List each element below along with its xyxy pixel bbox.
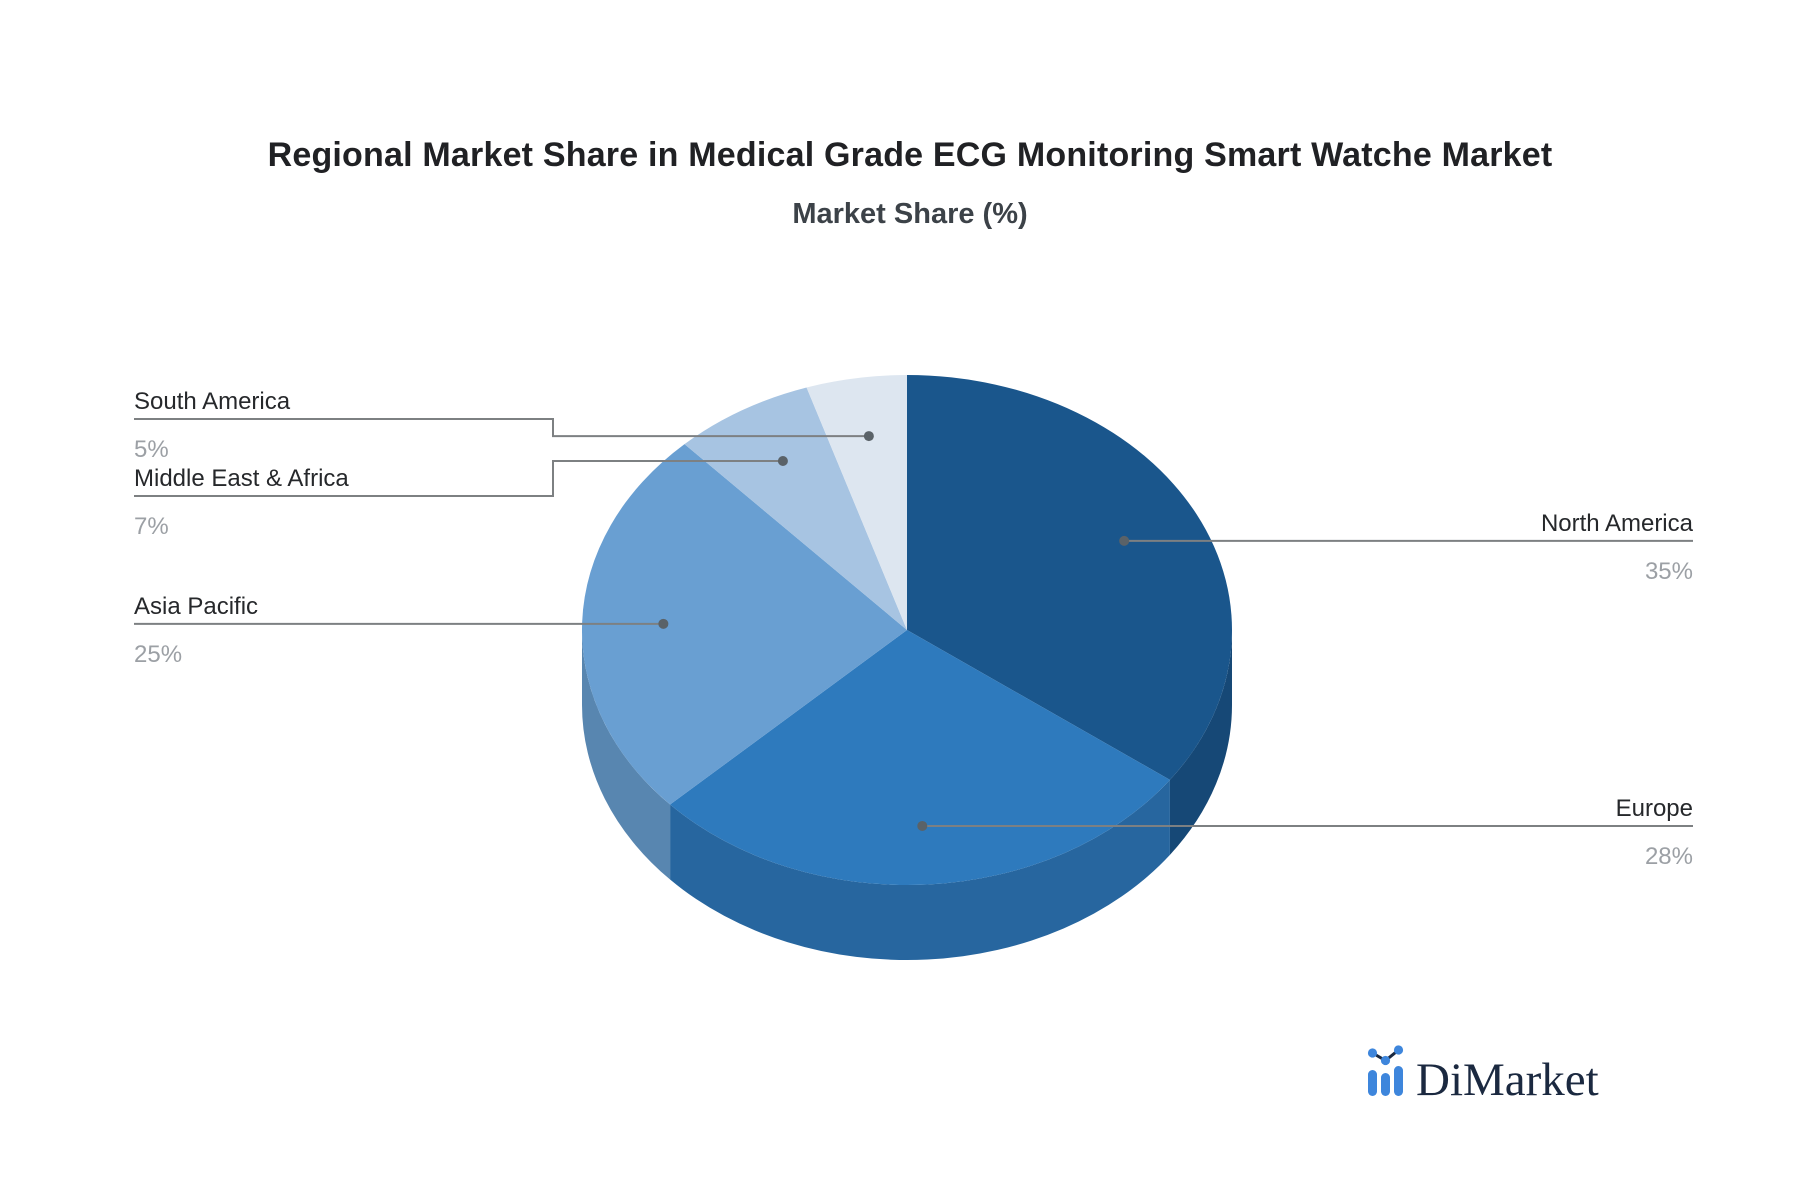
brand-name: DiMarket (1416, 1054, 1599, 1106)
slice-value-south-america: 5% (134, 436, 169, 463)
callout-dot-europe (917, 820, 928, 831)
chart-title: Regional Market Share in Medical Grade E… (267, 136, 1553, 174)
pie-slice-asia-pacific (582, 444, 907, 805)
callout-line-south-america (134, 418, 869, 438)
slice-value-asia-pacific: 25% (134, 641, 182, 668)
callout-dot-north-america (1119, 535, 1130, 546)
slice-value-europe: 28% (1645, 843, 1693, 870)
pie-slice-middle-east-africa (684, 387, 907, 630)
slice-label-middle-east-africa: Middle East & Africa (134, 465, 349, 492)
slice-label-north-america: North America (1541, 510, 1694, 537)
pie-side-europe (670, 779, 1170, 960)
bar-line-chart-logo-icon (1367, 1045, 1404, 1096)
callout-dot-asia-pacific (658, 618, 669, 629)
slice-label-south-america: South America (134, 388, 291, 415)
pie-slice-europe (670, 630, 1170, 886)
slice-value-middle-east-africa: 7% (134, 513, 169, 540)
pie-slice-south-america (806, 375, 907, 630)
slice-label-europe: Europe (1616, 795, 1693, 822)
callout-dot-south-america (863, 431, 874, 442)
pie-side-north-america (1169, 630, 1232, 855)
callout-line-middle-east-africa (134, 459, 783, 497)
dimarket-logo: DiMarket (1367, 1045, 1599, 1106)
callout-dot-middle-east-africa (777, 455, 788, 466)
pie-slice-north-america (907, 375, 1232, 780)
pie-side-asia-pacific (582, 630, 671, 880)
slice-value-north-america: 35% (1645, 558, 1693, 585)
brand-watermark: DiMarket (1364, 1042, 1654, 1106)
chart-subtitle: Market Share (%) (792, 198, 1028, 230)
slice-label-asia-pacific: Asia Pacific (134, 593, 258, 620)
